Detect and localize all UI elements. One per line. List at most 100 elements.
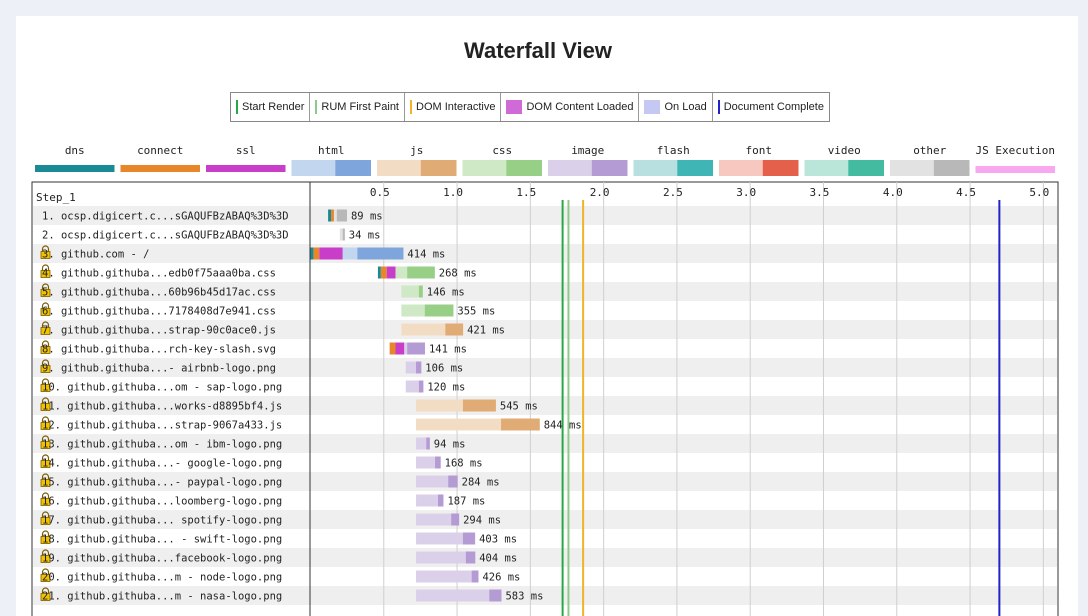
type-label-dns: dns xyxy=(65,144,85,157)
request-bar-download xyxy=(501,418,540,431)
request-bar-download xyxy=(465,551,476,564)
lock-shackle-icon xyxy=(41,473,50,480)
request-label: 1. ocsp.digicert.c...sGAQUFBzABAQ%3D%3D xyxy=(42,211,289,223)
type-swatch-light xyxy=(890,160,934,176)
type-label-video: video xyxy=(828,144,861,157)
type-label-css: css xyxy=(492,144,512,157)
request-bar-wait xyxy=(416,513,460,526)
dns-segment xyxy=(310,247,314,260)
row-shade xyxy=(33,244,1057,263)
type-swatch-dark xyxy=(506,160,542,176)
request-label: 13. github.githuba...om - ibm-logo.png xyxy=(42,439,282,451)
lock-shackle-icon xyxy=(41,397,50,404)
request-duration-label: 106 ms xyxy=(425,363,463,375)
type-swatch-light xyxy=(548,160,592,176)
row-shade xyxy=(33,434,1057,453)
type-swatch-dark xyxy=(420,160,457,176)
request-bar-download xyxy=(438,494,444,507)
request-label: 14. github.githuba...- google-logo.png xyxy=(42,458,282,470)
lock-shackle-icon xyxy=(41,264,50,271)
request-label: 9. github.githuba...- airbnb-logo.png xyxy=(42,363,276,375)
request-label: 16. github.githuba...loomberg-logo.png xyxy=(42,496,282,508)
lock-icon xyxy=(40,574,51,582)
dns-segment xyxy=(377,266,381,279)
request-label: 20. github.githuba...m - node-logo.png xyxy=(42,572,282,584)
row-shade xyxy=(33,586,1057,605)
request-duration-label: 34 ms xyxy=(349,230,381,242)
request-bar-download xyxy=(448,475,458,488)
request-bar-download xyxy=(451,513,460,526)
request-bar-wait xyxy=(416,494,444,507)
type-swatch-dark xyxy=(335,160,371,176)
legend-label: Document Complete xyxy=(723,101,824,113)
lock-shackle-icon xyxy=(41,359,50,366)
connect-segment xyxy=(380,266,387,279)
type-swatch-light xyxy=(633,160,678,176)
request-duration-label: 421 ms xyxy=(467,325,505,337)
type-swatch-dark xyxy=(933,160,970,176)
lock-shackle-icon xyxy=(41,378,50,385)
type-swatch-light xyxy=(462,160,507,176)
type-swatch-dark xyxy=(677,160,713,176)
request-label: 4. github.githuba...edb0f75aaa0ba.css xyxy=(42,268,276,280)
type-label-ssl: ssl xyxy=(236,144,256,157)
connect-segment xyxy=(331,209,334,222)
lock-icon xyxy=(40,270,51,278)
request-duration-label: 583 ms xyxy=(505,591,543,603)
legend-swatch xyxy=(410,100,412,114)
request-label: 7. github.githuba...strap-90c0ace0.js xyxy=(42,325,276,337)
legend-item-dom-content-loaded: DOM Content Loaded xyxy=(501,93,640,121)
type-swatch-light xyxy=(719,160,763,176)
legend-swatch xyxy=(506,100,523,114)
request-bar-download xyxy=(418,285,423,298)
x-tick-label: 1.0 xyxy=(443,186,463,199)
lock-shackle-icon xyxy=(41,511,50,518)
lock-icon xyxy=(40,536,51,544)
request-bar-download xyxy=(462,399,496,412)
request-bar-wait xyxy=(416,475,458,488)
milestone-legend: Start Render RUM First Paint DOM Interacti… xyxy=(230,92,830,122)
lock-icon xyxy=(40,460,51,468)
lock-icon xyxy=(40,403,51,411)
type-label-connect: connect xyxy=(137,144,183,157)
legend-swatch xyxy=(315,100,318,114)
legend-item-on-load: On Load xyxy=(639,93,713,121)
request-duration-label: 545 ms xyxy=(500,401,538,413)
lock-shackle-icon xyxy=(41,416,50,423)
lock-shackle-icon xyxy=(41,283,50,290)
lock-shackle-icon xyxy=(41,435,50,442)
type-swatch xyxy=(975,166,1055,173)
legend-item-rum-first-paint: RUM First Paint xyxy=(310,93,405,121)
request-bar-wait xyxy=(416,532,476,545)
request-duration-label: 404 ms xyxy=(479,553,517,565)
request-bar-wait xyxy=(416,551,476,564)
type-label-font: font xyxy=(746,144,773,157)
request-duration-label: 426 ms xyxy=(482,572,520,584)
row-shade xyxy=(33,282,1057,301)
lock-icon xyxy=(40,555,51,563)
request-label: 3. github.com - / xyxy=(42,249,149,261)
lock-icon xyxy=(40,365,51,373)
lock-icon xyxy=(40,251,51,259)
request-label: 19. github.githuba...facebook-logo.png xyxy=(42,553,282,565)
x-tick-label: 2.5 xyxy=(663,186,683,199)
legend-swatch xyxy=(644,100,661,114)
x-tick-label: 3.5 xyxy=(810,186,830,199)
type-label-js-execution: JS Execution xyxy=(976,144,1055,157)
lock-shackle-icon xyxy=(41,549,50,556)
dns-segment xyxy=(328,209,332,222)
connect-segment xyxy=(389,342,396,355)
x-tick-label: 5.0 xyxy=(1029,186,1049,199)
request-bar-download xyxy=(471,570,479,583)
request-duration-label: 94 ms xyxy=(434,439,466,451)
lock-icon xyxy=(40,289,51,297)
request-duration-label: 89 ms xyxy=(351,211,383,223)
type-label-js: js xyxy=(410,144,423,157)
row-shade xyxy=(33,320,1057,339)
ssl-segment xyxy=(395,342,405,355)
x-tick-label: 1.5 xyxy=(516,186,536,199)
lock-shackle-icon xyxy=(41,340,50,347)
lock-icon xyxy=(40,593,51,601)
request-label: 12. github.githuba...strap-9067a433.js xyxy=(42,420,282,432)
